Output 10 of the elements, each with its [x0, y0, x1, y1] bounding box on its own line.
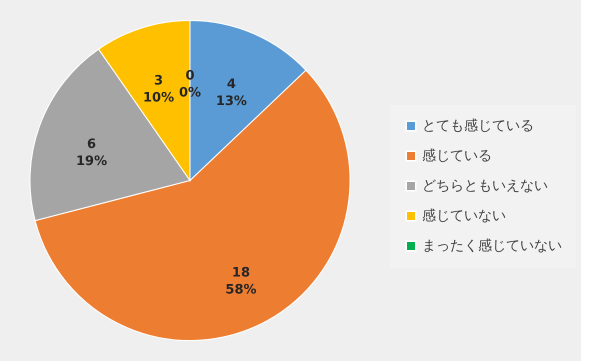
legend-label: とても感じている: [422, 118, 534, 134]
data-label: 18 58%: [225, 265, 257, 298]
data-label: 3 10%: [143, 73, 174, 106]
text: 0 0%: [178, 68, 202, 100]
data-label: 6 19%: [76, 137, 108, 170]
legend-label: まったく感じていない: [422, 238, 562, 254]
data-label: 4 13%: [216, 77, 247, 110]
legend-label: どちらともいえない: [422, 178, 548, 194]
legend-label: 感じている: [422, 148, 492, 164]
legend-label: 感じていない: [422, 208, 506, 224]
